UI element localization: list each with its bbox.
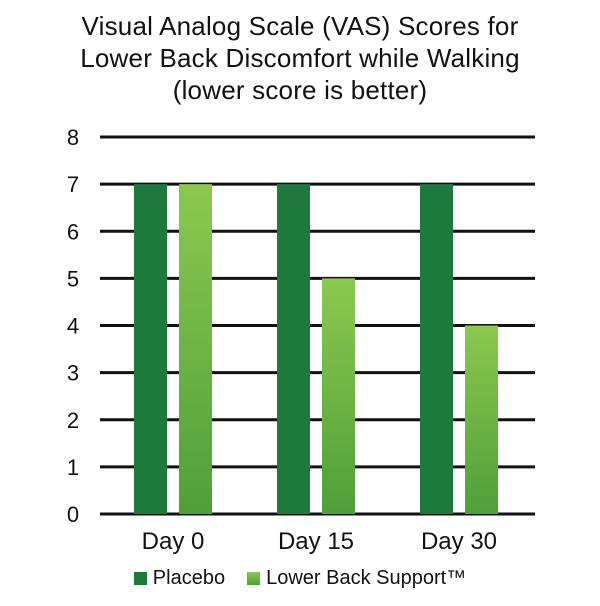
legend-swatch-lower-back-support xyxy=(247,572,261,585)
legend-item-placebo: Placebo xyxy=(133,567,226,590)
y-tick-label-2: 2 xyxy=(67,408,79,433)
legend-item-lower-back-support: Lower Back Support™ xyxy=(247,567,466,590)
bar-placebo-day-0 xyxy=(134,184,167,514)
y-tick-label-7: 7 xyxy=(67,172,79,197)
y-tick-label-5: 5 xyxy=(67,266,79,291)
bar-lower-back-support-day-30 xyxy=(465,325,498,514)
bar-lower-back-support-day-0 xyxy=(179,184,212,514)
chart-title-line-1: Visual Analog Scale (VAS) Scores for xyxy=(81,11,519,41)
bar-lower-back-support-day-15 xyxy=(322,278,355,514)
y-tick-label-0: 0 xyxy=(67,502,79,527)
chart-title: Visual Analog Scale (VAS) Scores for Low… xyxy=(0,10,600,106)
legend-label-placebo: Placebo xyxy=(152,567,226,589)
bar-placebo-day-15 xyxy=(277,184,310,514)
x-category-label-day-15: Day 15 xyxy=(278,528,354,555)
gridlines xyxy=(100,135,535,516)
legend-label-lower-back-support: Lower Back Support™ xyxy=(266,567,467,589)
x-axis-category-labels: Day 0 Day 15 Day 30 xyxy=(142,528,497,555)
bar-placebo-day-30 xyxy=(420,184,453,514)
x-category-label-day-30: Day 30 xyxy=(421,528,497,555)
chart-title-line-3: (lower score is better) xyxy=(172,75,428,105)
legend: Placebo Lower Back Support™ xyxy=(0,567,600,590)
bars xyxy=(134,184,498,514)
x-category-label-day-0: Day 0 xyxy=(142,528,205,555)
y-tick-label-1: 1 xyxy=(67,455,79,480)
legend-swatch-placebo xyxy=(133,572,147,585)
chart-title-line-2: Lower Back Discomfort while Walking xyxy=(80,43,520,73)
y-tick-label-6: 6 xyxy=(67,219,79,244)
y-axis-tick-labels: 0 1 2 3 4 5 6 7 8 xyxy=(67,125,79,527)
y-tick-label-4: 4 xyxy=(67,314,79,339)
y-tick-label-8: 8 xyxy=(67,125,79,150)
y-tick-label-3: 3 xyxy=(67,361,79,386)
